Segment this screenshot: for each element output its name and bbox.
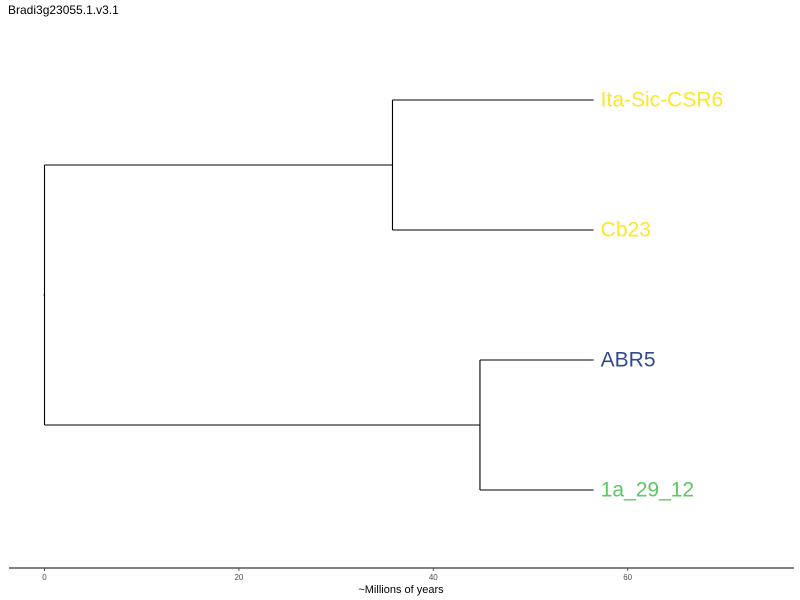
axis-tick-label: 60 [623, 573, 632, 582]
tree-branches [43, 99, 594, 491]
tree-title: Bradi3g23055.1.v3.1 [8, 3, 119, 17]
axis-tick-label: 20 [234, 573, 243, 582]
axis-title: ~Millions of years [358, 584, 444, 596]
axis-tick-label: 40 [429, 573, 438, 582]
tree-tip-labels: Ita-Sic-CSR6 Cb23 ABR5 1a_29_12 [601, 89, 724, 502]
axis-tick-label: 0 [42, 573, 47, 582]
tip-label: ABR5 [601, 349, 656, 372]
tip-label: Ita-Sic-CSR6 [601, 89, 724, 112]
time-axis: 0 20 40 60 ~Millions of years [9, 567, 794, 596]
tip-label: 1a_29_12 [601, 479, 694, 502]
axis-ticks: 0 20 40 60 [42, 568, 633, 582]
tip-label: Cb23 [601, 219, 651, 242]
